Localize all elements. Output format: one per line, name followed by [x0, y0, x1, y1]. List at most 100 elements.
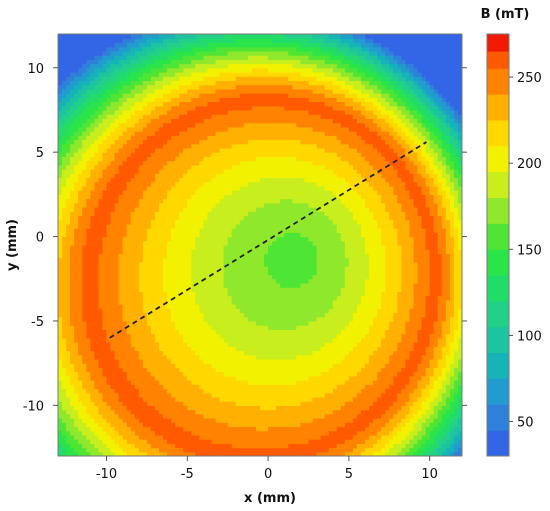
heatmap-cell [150, 105, 156, 111]
heatmap-cell [235, 434, 241, 440]
heatmap-cell [215, 363, 221, 368]
heatmap-cell [74, 50, 79, 56]
heatmap-cell [78, 253, 83, 259]
heatmap-cell [130, 105, 136, 111]
heatmap-cell [239, 143, 245, 149]
heatmap-cell [175, 55, 180, 60]
heatmap-cell [130, 219, 136, 225]
heatmap-cell [62, 418, 67, 423]
heatmap-cell [82, 114, 87, 119]
heatmap-cell [227, 253, 233, 259]
heatmap-cell [255, 434, 261, 440]
heatmap-cell [191, 342, 196, 347]
heatmap-cell [142, 320, 148, 326]
heatmap-cell [66, 84, 71, 90]
heatmap-cell [90, 447, 95, 453]
heatmap-cell [183, 240, 188, 246]
heatmap-cell [154, 109, 160, 115]
heatmap-cell [243, 451, 249, 456]
heatmap-cell [219, 109, 225, 115]
heatmap-cell [251, 173, 257, 179]
heatmap-cell [219, 430, 225, 436]
heatmap-cell [106, 413, 112, 419]
heatmap-cell [114, 257, 120, 263]
heatmap-cell [239, 152, 245, 157]
heatmap-cell [134, 240, 140, 246]
heatmap-cell [203, 261, 209, 267]
heatmap-cell [255, 80, 261, 86]
heatmap-cell [231, 118, 237, 124]
heatmap-cell [106, 135, 112, 141]
heatmap-cell [199, 418, 205, 423]
heatmap-cell [58, 329, 63, 335]
heatmap-cell [239, 375, 245, 381]
heatmap-cell [122, 278, 128, 284]
heatmap-cell [183, 325, 188, 330]
heatmap-cell [138, 333, 144, 339]
heatmap-cell [98, 375, 104, 381]
heatmap-cell [235, 109, 241, 115]
heatmap-cell [106, 342, 112, 347]
heatmap-cell [183, 439, 188, 444]
heatmap-cell [86, 363, 91, 368]
heatmap-cell [199, 215, 205, 221]
heatmap-cell [58, 173, 63, 179]
heatmap-cell [175, 325, 180, 330]
heatmap-cell [239, 396, 245, 402]
heatmap-cell [215, 76, 221, 82]
heatmap-cell [243, 38, 249, 44]
heatmap-cell [159, 122, 164, 128]
heatmap-cell [74, 266, 79, 271]
heatmap-cell [110, 194, 116, 200]
heatmap-cell [74, 278, 79, 284]
heatmap-cell [82, 308, 87, 314]
heatmap-cell [126, 443, 132, 449]
heatmap-cell [94, 80, 99, 86]
heatmap-cell [134, 342, 140, 347]
heatmap-cell [203, 38, 209, 44]
heatmap-cell [122, 114, 128, 119]
heatmap-cell [102, 299, 108, 305]
heatmap-cell [231, 426, 237, 432]
heatmap-cell [126, 287, 132, 293]
heatmap-cell [159, 257, 164, 263]
heatmap-cell [78, 147, 83, 153]
heatmap-cell [134, 295, 140, 301]
heatmap-cell [239, 76, 245, 82]
heatmap-cell [187, 169, 192, 174]
heatmap-cell [187, 413, 192, 419]
heatmap-cell [142, 409, 148, 415]
heatmap-cell [239, 380, 245, 385]
heatmap-cell [86, 320, 91, 326]
heatmap-cell [223, 194, 229, 200]
heatmap-cell [134, 282, 140, 288]
heatmap-cell [86, 76, 91, 82]
heatmap-cell [179, 139, 184, 145]
heatmap-cell [70, 430, 75, 436]
heatmap-cell [231, 211, 237, 217]
heatmap-cell [187, 418, 192, 423]
heatmap-cell [122, 202, 128, 208]
heatmap-cell [191, 401, 196, 406]
heatmap-cell [74, 337, 79, 343]
heatmap-cell [207, 367, 213, 373]
heatmap-cell [219, 202, 225, 208]
heatmap-cell [74, 299, 79, 305]
heatmap-cell [142, 430, 148, 436]
heatmap-cell [138, 299, 144, 305]
heatmap-cell [114, 156, 120, 162]
heatmap-cell [187, 223, 192, 229]
heatmap-cell [175, 304, 180, 309]
heatmap-cell [138, 371, 144, 377]
heatmap-cell [74, 185, 79, 191]
heatmap-cell [207, 299, 213, 305]
heatmap-cell [235, 76, 241, 82]
heatmap-cell [247, 266, 253, 271]
heatmap-cell [154, 118, 160, 124]
heatmap-cell [171, 316, 176, 322]
heatmap-cell [126, 156, 132, 162]
heatmap-cell [66, 211, 71, 217]
heatmap-cell [243, 80, 249, 86]
heatmap-cell [122, 67, 128, 73]
heatmap-cell [171, 270, 176, 276]
